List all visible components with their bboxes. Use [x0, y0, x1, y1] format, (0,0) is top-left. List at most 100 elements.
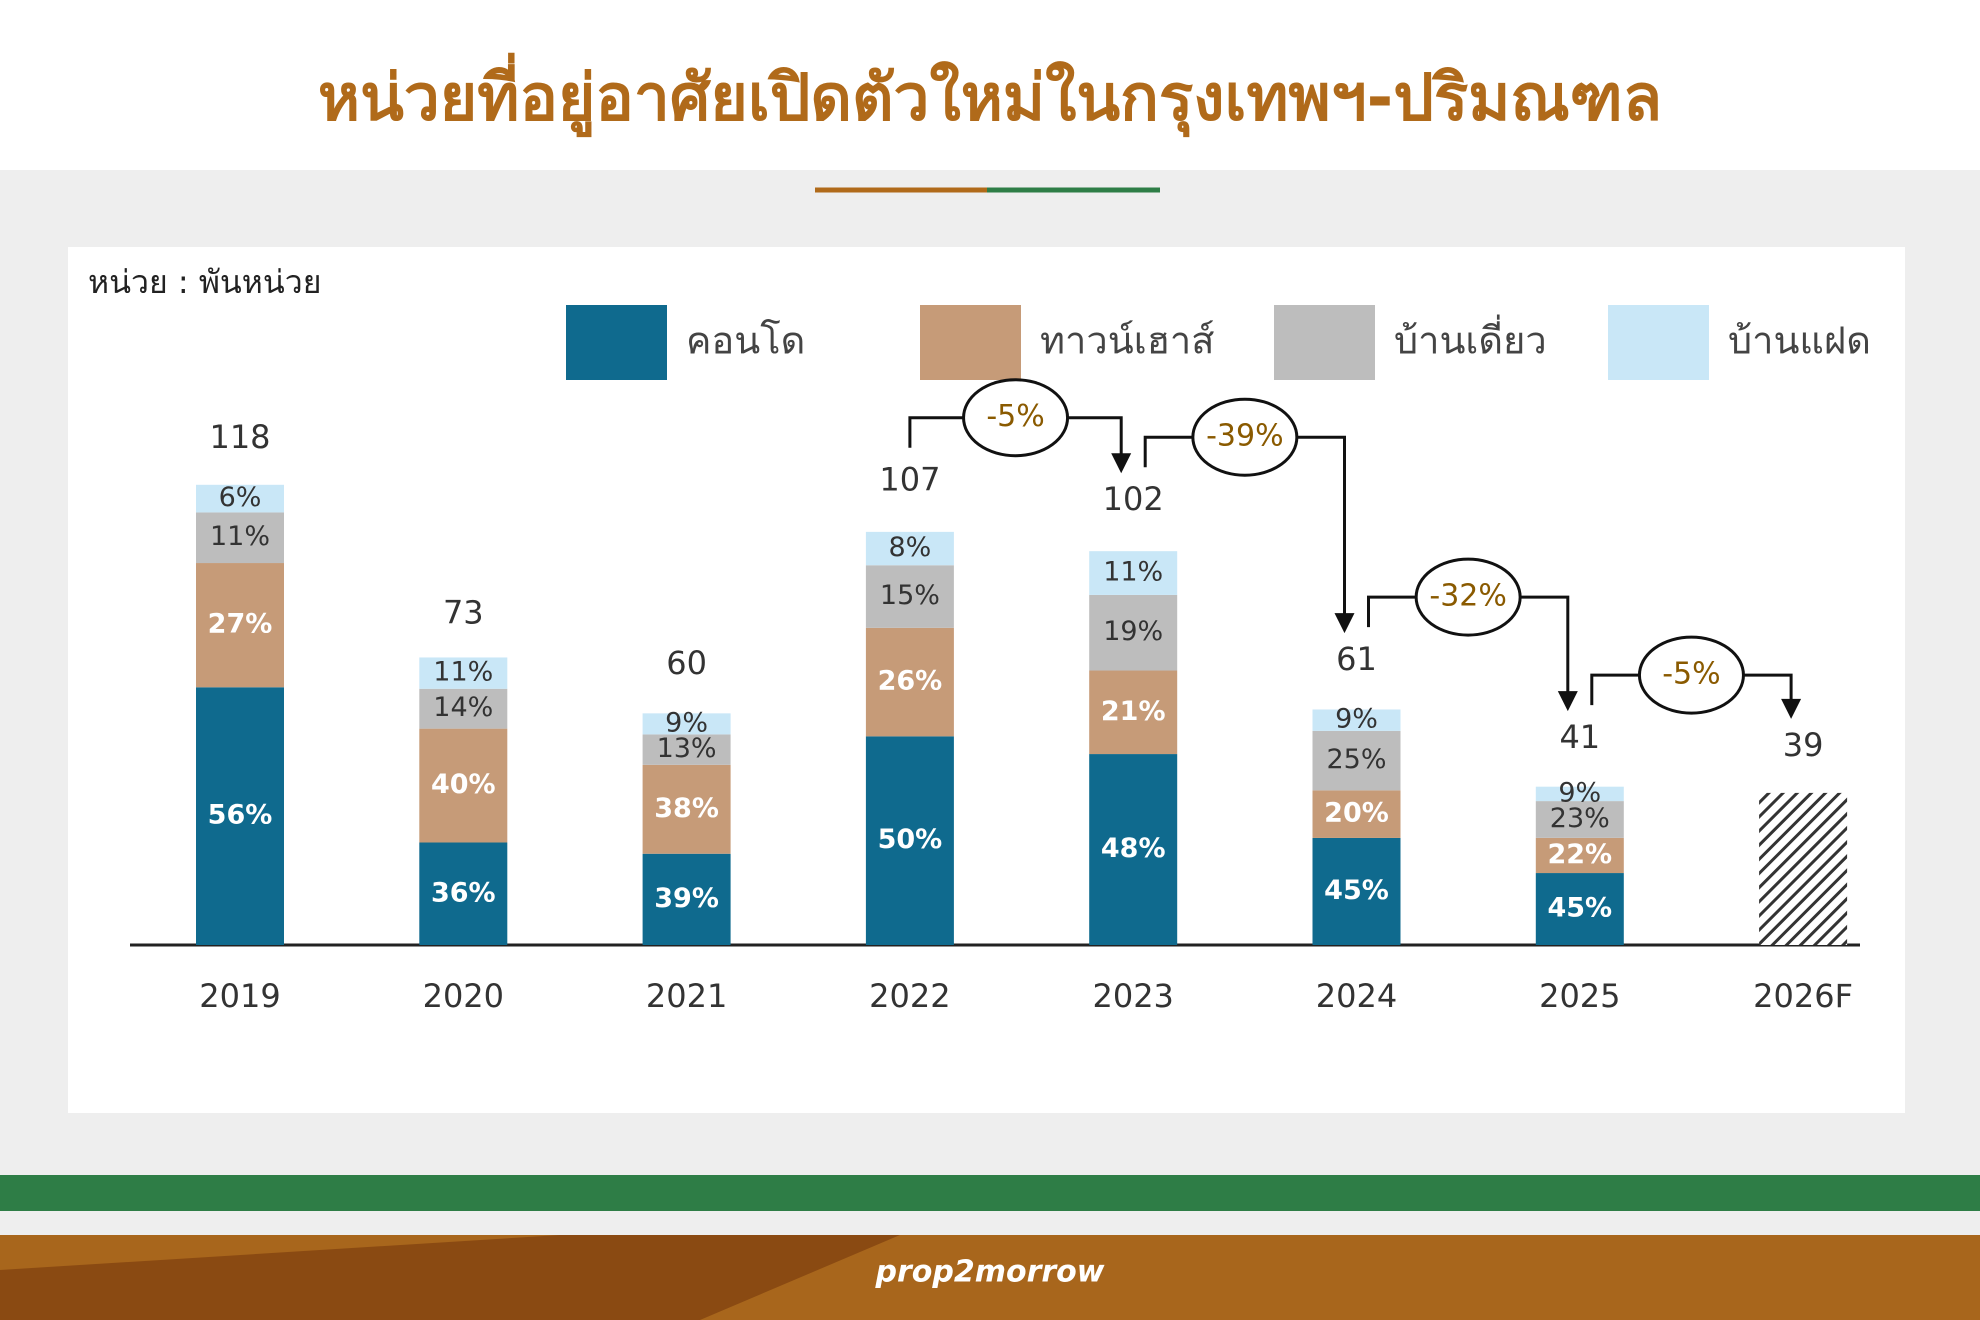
bar-segment [196, 512, 284, 564]
bar-segment [1089, 551, 1178, 595]
total-label: 73 [443, 593, 484, 631]
bar-segment [1535, 801, 1624, 838]
arrow-head [1557, 691, 1578, 712]
x-tick-label: 2024 [1316, 977, 1397, 1015]
change-label: -5% [1662, 657, 1720, 692]
bar-segment [1089, 594, 1178, 671]
segment-label: 19% [1103, 616, 1163, 647]
bar-segment [196, 484, 284, 513]
logo: prop2morrow [874, 1255, 1104, 1290]
title: หน่วยที่อยู่อาศัยเปิดตัวใหม่ในกรุงเทพฯ-ป… [318, 53, 1662, 138]
arrow-head [1781, 698, 1802, 719]
bar-segment [419, 657, 508, 689]
segment-label: 22% [1547, 839, 1612, 870]
segment-label: 36% [431, 877, 496, 908]
segment-label: 9% [665, 707, 708, 738]
arrow-head [1334, 613, 1355, 634]
bar-segment [642, 713, 731, 735]
total-label: 60 [666, 644, 707, 682]
segment-label: 40% [431, 769, 496, 800]
bar-segment [1535, 837, 1624, 874]
bar-segment [1535, 873, 1624, 945]
change-label: -5% [986, 399, 1044, 434]
x-tick-label: 2019 [199, 977, 280, 1015]
bar-segment [642, 764, 731, 854]
segment-label: 15% [880, 580, 940, 611]
total-label: 107 [879, 461, 940, 499]
segment-label: 13% [657, 733, 717, 764]
header-bg [0, 0, 1980, 170]
segment-label: 8% [888, 532, 931, 563]
bar-segment [419, 728, 508, 843]
change-bubble [1637, 635, 1745, 715]
change-bubble [1414, 557, 1522, 637]
segment-label: 56% [208, 800, 273, 831]
bar-segment [642, 853, 731, 945]
bar-segment [1089, 754, 1178, 945]
bar-segment [1535, 786, 1624, 802]
bar-segment [1312, 730, 1401, 791]
bar-segment [642, 734, 731, 765]
bar-segment [865, 565, 954, 628]
segment-label: 45% [1547, 893, 1612, 924]
segment-label: 48% [1101, 833, 1166, 864]
legend-swatch [1274, 305, 1375, 380]
segment-label: 26% [878, 666, 943, 697]
segment-label: 11% [433, 657, 493, 688]
total-label: 39 [1783, 726, 1824, 764]
bar-segment [196, 563, 284, 688]
segment-label: 14% [433, 692, 493, 723]
x-tick-label: 2023 [1092, 977, 1173, 1015]
segment-label: 11% [210, 521, 270, 552]
bar-segment [196, 687, 284, 945]
segment-label: 9% [1558, 777, 1601, 808]
segment-label: 20% [1324, 798, 1389, 829]
bar-segment [865, 627, 954, 737]
bar-segment [1312, 709, 1401, 731]
segment-label: 27% [208, 609, 273, 640]
x-tick-label: 2022 [869, 977, 950, 1015]
x-tick-label: 2025 [1539, 977, 1620, 1015]
segment-label: 21% [1101, 696, 1166, 727]
total-label: 61 [1336, 640, 1377, 678]
bar-segment [1312, 790, 1401, 838]
footer-band [0, 1175, 1980, 1211]
segment-label: 6% [219, 482, 262, 513]
change-bubble [1191, 397, 1299, 477]
total-label: 102 [1103, 480, 1164, 518]
segment-label: 45% [1324, 875, 1389, 906]
bar-segment [865, 531, 954, 566]
footer-shape [0, 1235, 900, 1320]
legend-label: บ้านแฝด [1728, 319, 1871, 363]
bar-segment [1312, 837, 1401, 945]
legend-label: คอนโด [686, 319, 805, 363]
unit-label: หน่วย : พันหน่วย [88, 263, 321, 301]
segment-label: 39% [654, 883, 719, 914]
segment-label: 50% [878, 824, 943, 855]
x-tick-label: 2026F [1753, 977, 1853, 1015]
total-label: 118 [209, 418, 270, 456]
change-bubble [962, 378, 1070, 458]
legend-label: บ้านเดี่ยว [1394, 315, 1547, 363]
bar-segment [419, 688, 508, 729]
arrow-head [1111, 453, 1132, 474]
bar-segment [1089, 670, 1178, 755]
legend-swatch [566, 305, 667, 380]
segment-label: 11% [1103, 557, 1163, 588]
segment-label: 25% [1326, 744, 1386, 775]
change-label: -32% [1429, 579, 1507, 614]
x-tick-label: 2021 [646, 977, 727, 1015]
x-tick-label: 2020 [423, 977, 504, 1015]
total-label: 41 [1559, 718, 1600, 756]
legend-swatch [1608, 305, 1709, 380]
segment-label: 23% [1550, 803, 1610, 834]
segment-label: 38% [654, 793, 719, 824]
forecast-bar [1759, 792, 1848, 945]
bar-segment [865, 736, 954, 945]
bar-segment [419, 842, 508, 945]
segment-label: 9% [1335, 704, 1378, 735]
legend-label: ทาวน์เฮาส์ [1040, 319, 1214, 363]
legend-swatch [920, 305, 1021, 380]
change-label: -39% [1206, 419, 1284, 454]
